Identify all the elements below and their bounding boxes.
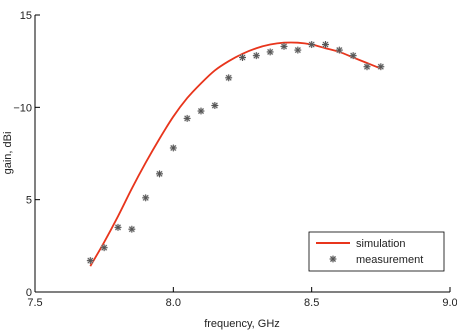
measurement-point [183,114,191,122]
legend-measurement-star [329,255,337,263]
legend-measurement-label: measurement [356,254,423,266]
measurement-point [142,194,150,202]
measurement-point [114,223,122,231]
measurement-point [211,101,219,109]
measurement-point [280,42,288,50]
measurement-point [363,63,371,71]
series-measurement [86,41,385,265]
measurement-point [100,244,108,252]
measurement-point [128,225,136,233]
y-axis-label: gain, dBi [2,132,14,175]
measurement-point [252,52,260,60]
measurement-point [197,107,205,115]
x-tick-label: 8.5 [304,297,319,309]
legend: simulation measurement [308,231,445,272]
y-tick-label: 0 [26,287,32,299]
x-tick-label: 7.5 [27,297,42,309]
simulation-line [89,41,382,267]
measurement-point [308,41,316,49]
measurement-point [266,48,274,56]
legend-simulation-label: simulation [356,238,406,250]
series-simulation [89,41,382,267]
y-tick-label: 15 [20,10,32,22]
y-tick-label: 5 [26,195,32,207]
measurement-point [86,257,94,265]
measurement-point [156,170,163,178]
y-ticks: 0 5 −10 15 [13,10,40,299]
plot-area [34,15,450,293]
measurement-point [225,74,233,82]
x-ticks: 7.5 8.0 8.5 9.0 [27,287,457,309]
measurement-point [239,53,246,61]
measurement-point [294,46,302,54]
x-axis-label: frequency, GHz [204,318,280,330]
measurement-point [322,41,329,49]
x-tick-label: 8.0 [166,297,181,309]
measurement-point [169,144,177,152]
y-tick-label: −10 [13,102,32,114]
measurement-point [335,46,343,54]
legend-box [308,231,445,272]
measurement-point [349,52,357,60]
measurement-point [377,63,385,71]
legend-measurement-marker [329,255,337,263]
x-tick-label: 9.0 [442,297,457,309]
